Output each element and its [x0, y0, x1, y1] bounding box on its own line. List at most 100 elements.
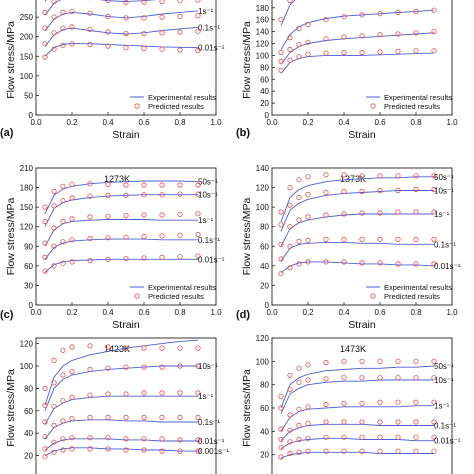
predicted-point — [42, 446, 48, 452]
predicted-point — [141, 255, 147, 261]
predicted-point — [395, 434, 401, 440]
chart-panel-3: 0 30 60 90 120 150 180 210 0.0 0.2 0.4 0.6 0.8 1.0 Str… — [0, 164, 225, 331]
x-axis-label: Strain — [348, 319, 376, 331]
experimental-curve — [44, 238, 198, 260]
predicted-point — [69, 181, 75, 187]
experimental-curve — [44, 26, 199, 47]
predicted-point — [296, 177, 302, 183]
predicted-point — [341, 375, 347, 381]
panel-title: 1473K — [340, 344, 366, 354]
predicted-point — [87, 343, 93, 349]
predicted-point — [51, 203, 57, 209]
x-tick-label: 0.8 — [410, 308, 422, 317]
experimental-curve — [280, 213, 434, 247]
chart-panel-4: 0 20 40 60 80 100 120 140 0.0 0.2 0.4 0.6 0.8 1.0 Stra… — [236, 164, 461, 331]
predicted-point — [87, 366, 93, 372]
predicted-point — [377, 375, 383, 381]
predicted-point — [431, 261, 437, 267]
predicted-point — [51, 380, 57, 386]
predicted-point — [287, 185, 293, 191]
x-tick-label: 0.6 — [138, 118, 150, 127]
series-1: 1s⁻¹ — [278, 0, 296, 26]
predicted-point — [51, 263, 57, 269]
experimental-curve — [280, 365, 435, 409]
predicted-point — [105, 391, 111, 397]
legend-predicted: Predicted results — [384, 292, 440, 301]
predicted-point — [195, 390, 201, 396]
predicted-point — [323, 17, 329, 23]
x-tick-label: 1.0 — [210, 308, 222, 317]
strain-rate-label: 0.01s⁻¹ — [198, 437, 225, 446]
experimental-curve — [44, 395, 198, 425]
experimental-curve — [44, 365, 198, 411]
y-tick-label: 180 — [256, 4, 270, 13]
predicted-point — [296, 238, 302, 244]
predicted-point — [359, 188, 365, 195]
predicted-point — [60, 418, 66, 424]
legend-predicted: Predicted results — [148, 102, 204, 111]
predicted-point — [42, 454, 48, 460]
predicted-point — [359, 49, 365, 56]
strain-rate-label: 0.01s⁻¹ — [198, 44, 225, 53]
predicted-point — [123, 192, 129, 198]
strain-rate-label: 10s⁻¹ — [198, 0, 218, 1]
strain-rate-label: 1s⁻¹ — [434, 402, 450, 411]
y-tick-label: 160 — [256, 16, 270, 25]
predicted-point — [141, 0, 147, 5]
predicted-point — [42, 385, 48, 391]
experimental-curve — [44, 10, 199, 32]
predicted-point — [359, 375, 365, 381]
predicted-point — [431, 419, 437, 425]
predicted-point — [377, 31, 383, 38]
x-tick-label: 0.4 — [338, 118, 350, 127]
predicted-point — [195, 231, 201, 238]
predicted-point — [431, 448, 437, 454]
y-tick-label: 120 — [256, 40, 270, 49]
predicted-point — [377, 187, 383, 194]
x-axis-label: Strain — [112, 129, 140, 141]
predicted-point — [413, 261, 419, 267]
predicted-point — [51, 243, 57, 249]
predicted-point — [296, 261, 302, 267]
predicted-point — [177, 211, 183, 217]
predicted-point — [341, 49, 347, 56]
predicted-point — [305, 435, 311, 441]
predicted-point — [195, 345, 201, 351]
predicted-point — [395, 48, 401, 54]
strain-rate-label: 1s⁻¹ — [434, 210, 450, 219]
y-tick-label: 60 — [24, 407, 33, 416]
predicted-point — [359, 210, 365, 216]
predicted-point — [413, 8, 419, 14]
predicted-point — [278, 222, 284, 228]
y-tick-label: 180 — [20, 184, 34, 193]
y-tick-label: 0 — [29, 301, 34, 310]
predicted-point — [87, 26, 93, 32]
predicted-point — [105, 43, 111, 49]
predicted-point — [431, 28, 437, 35]
series-4: 0.1s⁻¹ — [42, 414, 220, 440]
strain-rate-label: 0.01s⁻¹ — [198, 255, 225, 264]
predicted-point — [105, 192, 111, 198]
experimental-curve — [44, 0, 157, 16]
plot-frame — [35, 167, 217, 306]
predicted-point — [305, 214, 311, 220]
predicted-point — [123, 256, 129, 262]
predicted-point — [413, 419, 419, 425]
predicted-point — [359, 33, 365, 39]
predicted-point — [42, 54, 48, 60]
series-5: 0.01s⁻¹ — [278, 259, 461, 277]
predicted-point — [69, 435, 75, 441]
predicted-point — [377, 434, 383, 440]
experimental-curve — [280, 32, 435, 65]
predicted-point — [341, 14, 347, 20]
x-tick-label: 0.6 — [138, 308, 150, 317]
predicted-point — [159, 212, 165, 218]
predicted-point — [159, 448, 165, 454]
predicted-point — [87, 235, 93, 242]
strain-rate-label: 0.1s⁻¹ — [434, 422, 456, 431]
x-tick-label: 0.2 — [66, 308, 78, 317]
predicted-point — [413, 399, 419, 405]
predicted-point — [141, 212, 147, 218]
predicted-point — [51, 14, 57, 20]
strain-rate-label: 10s⁻¹ — [198, 362, 218, 371]
